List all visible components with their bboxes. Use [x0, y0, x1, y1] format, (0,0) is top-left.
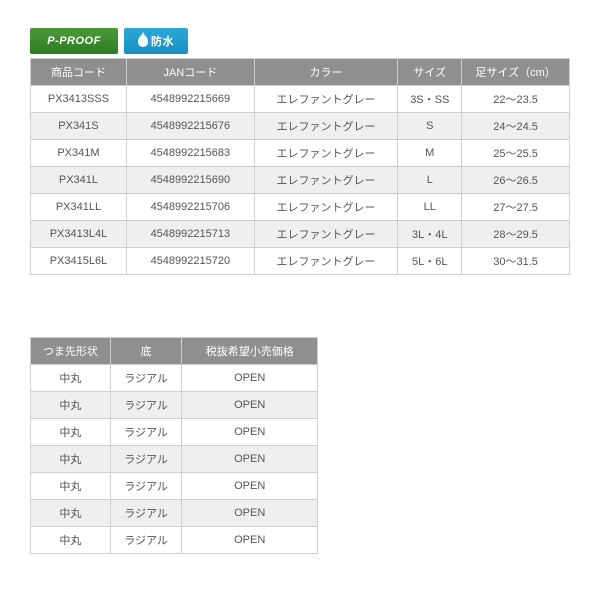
col-jan-code: JANコード — [126, 59, 254, 86]
table-cell: 4548992215713 — [126, 221, 254, 248]
table-row: 中丸ラジアルOPEN — [31, 392, 318, 419]
table-cell: 中丸 — [31, 500, 111, 527]
product-table: 商品コード JANコード カラー サイズ 足サイズ（cm） PX3413SSS4… — [30, 58, 570, 275]
table-cell: 中丸 — [31, 392, 111, 419]
table-cell: 30～31.5 — [462, 248, 570, 275]
table-cell: ラジアル — [110, 365, 182, 392]
col-sole: 底 — [110, 338, 182, 365]
table-cell: S — [398, 113, 462, 140]
table-header-row: つま先形状 底 税抜希望小売価格 — [31, 338, 318, 365]
table-cell: PX341L — [31, 167, 127, 194]
table-cell: 中丸 — [31, 473, 111, 500]
col-product-code: 商品コード — [31, 59, 127, 86]
table-cell: ラジアル — [110, 446, 182, 473]
table-row: PX341LL4548992215706エレファントグレーLL27～27.5 — [31, 194, 570, 221]
table-cell: 5L・6L — [398, 248, 462, 275]
table-cell: ラジアル — [110, 392, 182, 419]
bousui-label: 防水 — [151, 33, 174, 49]
table-row: 中丸ラジアルOPEN — [31, 419, 318, 446]
table-row: PX3413L4L4548992215713エレファントグレー3L・4L28～2… — [31, 221, 570, 248]
table-cell: 中丸 — [31, 446, 111, 473]
table-row: PX341S4548992215676エレファントグレーS24～24.5 — [31, 113, 570, 140]
table-cell: 3L・4L — [398, 221, 462, 248]
col-toe-shape: つま先形状 — [31, 338, 111, 365]
spec-table: つま先形状 底 税抜希望小売価格 中丸ラジアルOPEN中丸ラジアルOPEN中丸ラ… — [30, 337, 318, 554]
table-cell: ラジアル — [110, 527, 182, 554]
table-cell: 24～24.5 — [462, 113, 570, 140]
badge-row: P-PROOF 防水 — [30, 28, 582, 54]
table-cell: 4548992215690 — [126, 167, 254, 194]
table-cell: 3S・SS — [398, 86, 462, 113]
table-row: PX341M4548992215683エレファントグレーM25～25.5 — [31, 140, 570, 167]
table-row: 中丸ラジアルOPEN — [31, 365, 318, 392]
table-cell: OPEN — [182, 392, 318, 419]
table-header-row: 商品コード JANコード カラー サイズ 足サイズ（cm） — [31, 59, 570, 86]
table-cell: ラジアル — [110, 473, 182, 500]
table-cell: 4548992215669 — [126, 86, 254, 113]
table-cell: エレファントグレー — [254, 248, 398, 275]
table-cell: 27～27.5 — [462, 194, 570, 221]
table-cell: ラジアル — [110, 500, 182, 527]
table-cell: LL — [398, 194, 462, 221]
col-price: 税抜希望小売価格 — [182, 338, 318, 365]
table-cell: 中丸 — [31, 365, 111, 392]
table-row: 中丸ラジアルOPEN — [31, 473, 318, 500]
table-row: 中丸ラジアルOPEN — [31, 446, 318, 473]
table-cell: OPEN — [182, 527, 318, 554]
table-cell: 22～23.5 — [462, 86, 570, 113]
table-cell: PX341M — [31, 140, 127, 167]
waterdrop-icon — [138, 35, 148, 47]
table-cell: 25～25.5 — [462, 140, 570, 167]
table-cell: エレファントグレー — [254, 194, 398, 221]
table-cell: L — [398, 167, 462, 194]
table-cell: 4548992215720 — [126, 248, 254, 275]
table-cell: 中丸 — [31, 527, 111, 554]
table-row: PX341L4548992215690エレファントグレーL26～26.5 — [31, 167, 570, 194]
table-cell: OPEN — [182, 365, 318, 392]
table-cell: エレファントグレー — [254, 167, 398, 194]
table-cell: PX3413SSS — [31, 86, 127, 113]
table-row: PX3413SSS4548992215669エレファントグレー3S・SS22～2… — [31, 86, 570, 113]
pproof-badge: P-PROOF — [30, 28, 118, 54]
table-cell: エレファントグレー — [254, 86, 398, 113]
table-cell: エレファントグレー — [254, 140, 398, 167]
col-color: カラー — [254, 59, 398, 86]
table-cell: ラジアル — [110, 419, 182, 446]
table-cell: OPEN — [182, 500, 318, 527]
table-row: 中丸ラジアルOPEN — [31, 527, 318, 554]
table-row: 中丸ラジアルOPEN — [31, 500, 318, 527]
table-cell: PX341S — [31, 113, 127, 140]
col-foot-size: 足サイズ（cm） — [462, 59, 570, 86]
table-cell: OPEN — [182, 446, 318, 473]
table-cell: 4548992215683 — [126, 140, 254, 167]
table-cell: PX3415L6L — [31, 248, 127, 275]
table-cell: 4548992215676 — [126, 113, 254, 140]
table-cell: 中丸 — [31, 419, 111, 446]
col-size: サイズ — [398, 59, 462, 86]
table-cell: 26～26.5 — [462, 167, 570, 194]
table-cell: エレファントグレー — [254, 221, 398, 248]
pproof-label: P-PROOF — [47, 35, 101, 47]
table-row: PX3415L6L4548992215720エレファントグレー5L・6L30～3… — [31, 248, 570, 275]
table-cell: 28～29.5 — [462, 221, 570, 248]
bousui-badge: 防水 — [124, 28, 188, 54]
table-cell: OPEN — [182, 473, 318, 500]
table-cell: M — [398, 140, 462, 167]
table-cell: PX3413L4L — [31, 221, 127, 248]
table-cell: エレファントグレー — [254, 113, 398, 140]
table-cell: OPEN — [182, 419, 318, 446]
table-cell: PX341LL — [31, 194, 127, 221]
table-cell: 4548992215706 — [126, 194, 254, 221]
